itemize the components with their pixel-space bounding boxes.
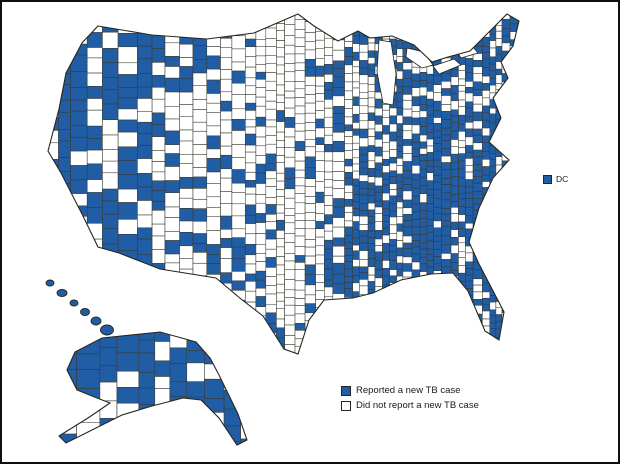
great-lake xyxy=(432,58,462,75)
great-lake xyxy=(376,39,397,106)
hawaii-island xyxy=(69,299,79,307)
legend-item-reported: Reported a new TB case xyxy=(341,385,479,396)
legend: Reported a new TB case Did not report a … xyxy=(341,385,479,411)
hawaii-island xyxy=(56,289,68,297)
hawaii-island xyxy=(100,324,114,336)
alaska-outline xyxy=(58,331,248,446)
not-reported-swatch xyxy=(341,400,351,411)
hawaii-island xyxy=(80,308,90,316)
legend-label-reported: Reported a new TB case xyxy=(356,385,461,396)
hawaii-island xyxy=(90,316,102,326)
county-grid-alaska xyxy=(59,332,247,445)
legend-label-not-reported: Did not report a new TB case xyxy=(356,400,479,411)
dc-swatch xyxy=(543,174,552,184)
dc-label: DC xyxy=(556,174,569,184)
reported-swatch xyxy=(341,385,351,396)
dc-legend-item: DC xyxy=(543,174,568,184)
legend-item-not-reported: Did not report a new TB case xyxy=(341,400,479,411)
hawaii-island xyxy=(45,279,55,287)
contiguous-us-outline xyxy=(47,13,520,355)
county-grid-contiguous xyxy=(48,14,519,354)
